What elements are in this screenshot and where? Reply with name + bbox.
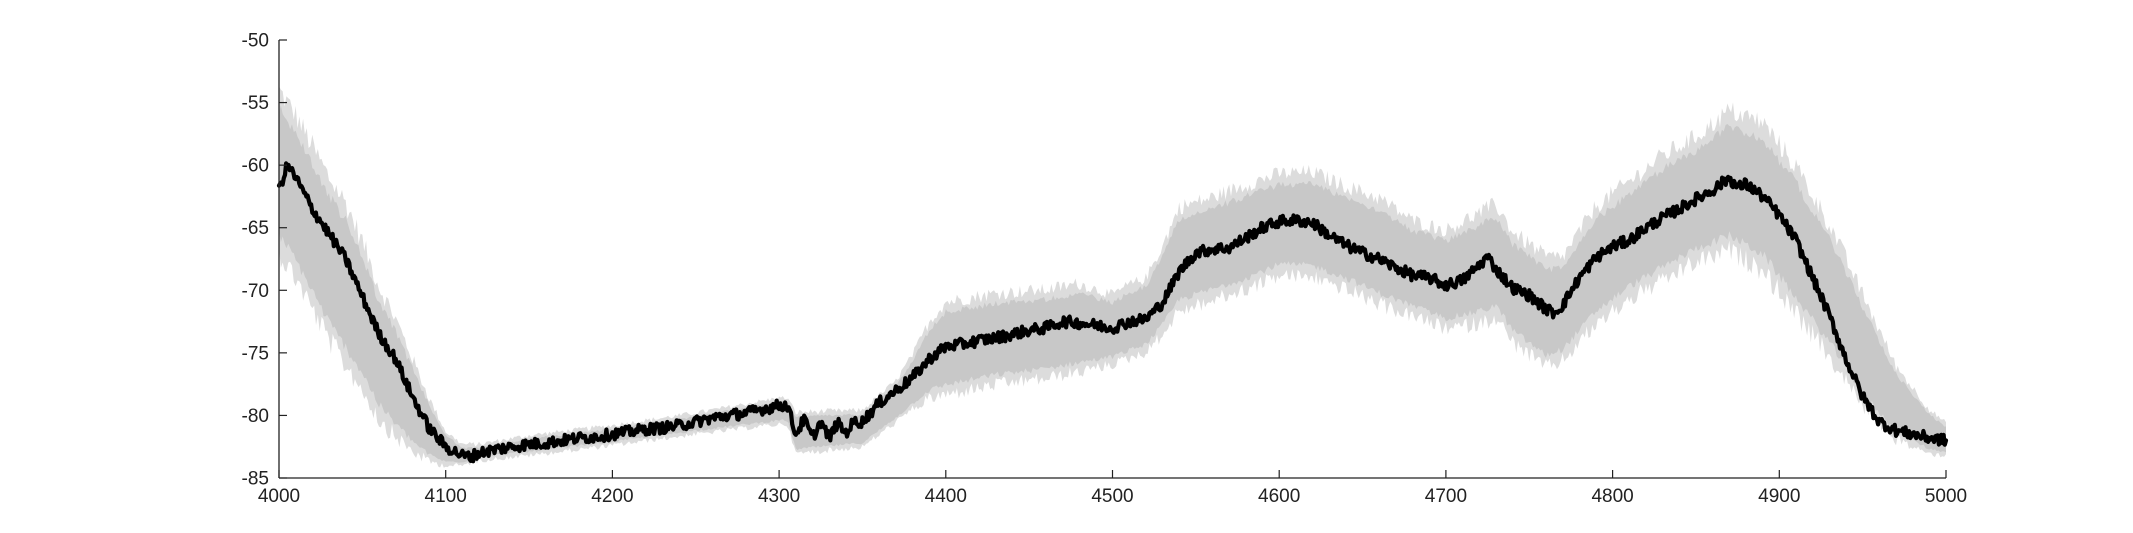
y-tick-label--50: -50 (242, 31, 269, 52)
y-tick-label--60: -60 (242, 156, 269, 177)
y-tick-label--70: -70 (242, 281, 269, 302)
x-tick-label-4700: 4700 (1425, 486, 1467, 507)
x-tick-label-5000: 5000 (1925, 486, 1967, 507)
y-tick-label--80: -80 (242, 406, 269, 427)
mean-line-layer (276, 161, 1949, 464)
y-tick-label--85: -85 (242, 469, 269, 490)
x-tick-label-4100: 4100 (425, 486, 467, 507)
band-inner (279, 105, 1946, 463)
x-tick-label-4000: 4000 (258, 486, 300, 507)
series-mean-line (276, 161, 1949, 464)
band-outer (279, 86, 1946, 468)
x-tick-label-4900: 4900 (1758, 486, 1800, 507)
x-tick-label-4400: 4400 (925, 486, 967, 507)
x-tick-label-4200: 4200 (591, 486, 633, 507)
y-tick-label--55: -55 (242, 93, 269, 114)
y-tick-label--65: -65 (242, 218, 269, 239)
ticks: 4000 4100 4200 4300 4400 4500 4600 4700 4800 4900… (242, 31, 1968, 508)
x-tick-label-4300: 4300 (758, 486, 800, 507)
y-tick-label--75: -75 (242, 343, 269, 364)
confidence-band (279, 86, 1946, 468)
x-tick-label-4800: 4800 (1591, 486, 1633, 507)
x-tick-label-4600: 4600 (1258, 486, 1300, 507)
x-tick-label-4500: 4500 (1091, 486, 1133, 507)
